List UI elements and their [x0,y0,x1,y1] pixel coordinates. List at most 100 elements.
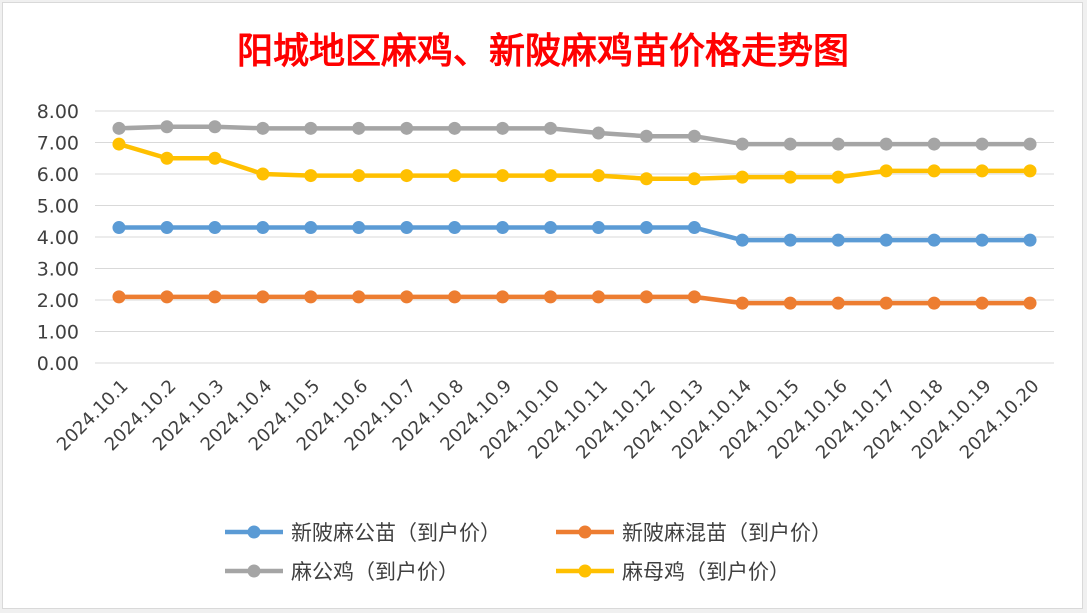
data-point [256,121,270,135]
data-point [639,172,653,186]
data-point [448,290,462,304]
series-2 [112,120,1037,151]
data-point [783,137,797,151]
data-point [687,172,701,186]
data-point [975,233,989,247]
data-point [352,221,366,235]
data-point [160,120,174,134]
data-point [831,233,845,247]
data-point [975,137,989,151]
legend-label: 新陂麻混苗（到户价） [622,521,832,545]
data-point [879,137,893,151]
data-point [735,137,749,151]
data-point [591,126,605,140]
data-point [591,221,605,235]
data-point [400,290,414,304]
data-point [1023,296,1037,310]
series-line [118,225,1031,243]
data-point [831,137,845,151]
legend-swatch-marker [247,525,261,539]
y-tick-label: 5.00 [37,196,79,218]
data-point [927,164,941,178]
data-point [448,221,462,235]
data-point [687,290,701,304]
series-line [118,124,1031,147]
data-point [927,296,941,310]
chart-title: 阳城地区麻鸡、新陂麻鸡苗价格走势图 [237,31,849,72]
data-point [112,137,126,151]
data-point [783,296,797,310]
data-point [208,221,222,235]
data-point [304,221,318,235]
data-point [256,290,270,304]
data-point [352,121,366,135]
data-point [208,290,222,304]
data-point [448,121,462,135]
data-point [1023,137,1037,151]
data-point [160,151,174,165]
data-point [304,290,318,304]
data-point [496,169,510,183]
data-point [496,290,510,304]
data-point [352,290,366,304]
series-0 [112,221,1037,247]
data-point [208,151,222,165]
data-point [975,164,989,178]
data-point [496,221,510,235]
data-point [304,169,318,183]
legend-label: 麻公鸡（到户价） [291,560,459,584]
data-point [639,290,653,304]
data-point [112,121,126,135]
data-point [1023,233,1037,247]
data-point [927,233,941,247]
data-point [496,121,510,135]
data-point [831,296,845,310]
data-point [879,233,893,247]
data-point [304,121,318,135]
data-point [160,221,174,235]
data-point [831,170,845,184]
series-3 [112,137,1037,186]
data-point [208,120,222,134]
gridlines [95,110,1054,364]
series-line [118,141,1031,181]
data-point [544,221,558,235]
data-point [639,221,653,235]
data-point [735,170,749,184]
series-line [118,294,1031,306]
data-point [975,296,989,310]
data-point [160,290,174,304]
data-point [591,290,605,304]
data-point [112,221,126,235]
data-point [448,169,462,183]
data-point [544,169,558,183]
data-point [591,169,605,183]
legend-item: 新陂麻公苗（到户价） [225,521,501,545]
legend-label: 新陂麻公苗（到户价） [291,521,501,545]
y-tick-label: 8.00 [37,101,79,123]
data-point [735,296,749,310]
y-tick-label: 6.00 [37,164,79,186]
data-point [112,290,126,304]
y-tick-label: 0.00 [37,353,79,375]
series-1 [112,290,1037,310]
x-axis-ticks: 2024.10.12024.10.22024.10.32024.10.42024… [53,376,1044,464]
data-point [687,129,701,143]
data-point [783,233,797,247]
legend-swatch-marker [578,525,592,539]
data-point [400,221,414,235]
line-chart: 阳城地区麻鸡、新陂麻鸡苗价格走势图 0.00 1.00 2.00 3.00 4.00 5.… [37,31,1054,584]
y-tick-label: 4.00 [37,227,79,249]
data-point [1023,164,1037,178]
data-point [400,169,414,183]
data-point [544,290,558,304]
data-point [735,233,749,247]
legend: 新陂麻公苗（到户价） 新陂麻混苗（到户价） 麻公鸡（到户价） 麻母鸡（到户价） [225,521,832,584]
data-point [879,164,893,178]
y-tick-label: 3.00 [37,259,79,281]
legend-item: 麻公鸡（到户价） [225,560,459,584]
data-point [927,137,941,151]
y-tick-label: 7.00 [37,133,79,155]
data-point [256,221,270,235]
